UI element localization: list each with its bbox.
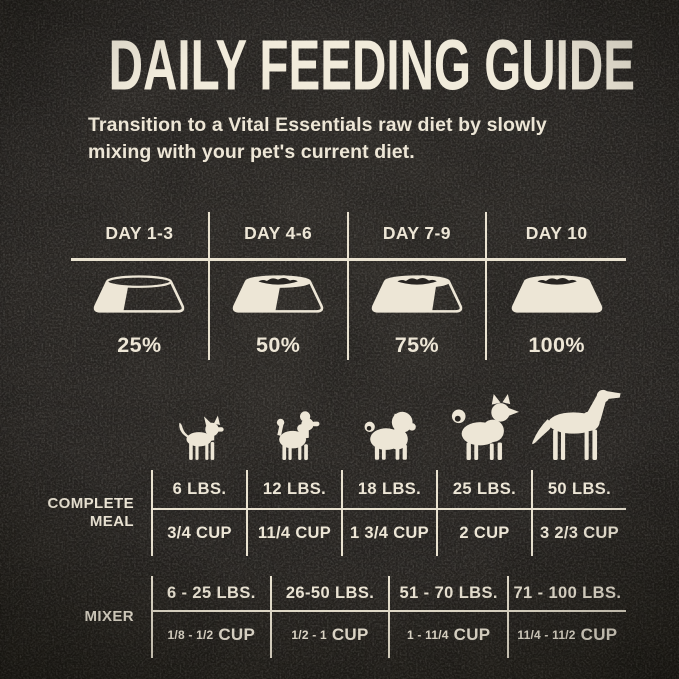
transition-column-day1-3: DAY 1-3 25% [71, 212, 210, 360]
mixer-grid: 6 - 25 LBS. 26-50 LBS. 51 - 70 LBS. 71 -… [151, 576, 626, 658]
cup-unit: CUP [580, 625, 618, 644]
cup-unit: CUP [473, 523, 510, 542]
cup-unit: CUP [331, 625, 369, 644]
cup-cell: 3/4 CUP [151, 510, 246, 556]
mixer-label-text: MIXER [84, 608, 134, 625]
cup-amount: 2 [459, 523, 469, 542]
portion-percent: 75% [394, 333, 439, 357]
mixer-label: MIXER [0, 576, 151, 658]
day-range-label: DAY 4-6 [244, 222, 313, 243]
dog-bowl-100-icon [505, 262, 609, 328]
weight-range-cell: 6 - 25 LBS. [151, 576, 270, 612]
portion-percent: 50% [256, 333, 301, 357]
weight-cell: 12 LBS. [246, 470, 341, 510]
page-title: DAILY FEEDING GUIDE [108, 25, 635, 105]
mixer-table: MIXER 6 - 25 LBS. 26-50 LBS. 51 - 70 LBS… [0, 576, 626, 658]
complete-meal-label-line1: COMPLETE [47, 495, 134, 512]
poodle-dog-icon [276, 411, 319, 460]
retriever-dog-icon [531, 389, 621, 460]
pug-dog-icon [364, 411, 416, 460]
transition-column-day4-6: DAY 4-6 50% [210, 212, 349, 360]
weight-cell: 50 LBS. [531, 470, 626, 510]
cup-cell: 2 CUP [436, 510, 531, 556]
cup-cell: 11/4 CUP [246, 510, 341, 556]
cup-range-amount: 1/2 - 1 [291, 628, 327, 642]
day-range-label: DAY 10 [525, 222, 588, 243]
transition-table: DAY 1-3 25% DAY 4-6 [71, 212, 626, 360]
cup-range-cell: 11/4 - 11/2 CUP [507, 612, 626, 658]
dog-bowl-75-icon [365, 262, 469, 328]
transition-column-day10: DAY 10 100% [487, 212, 626, 360]
chihuahua-dog-icon [178, 415, 224, 460]
cup-cell: 3 2/3 CUP [531, 510, 626, 556]
day-range-label: DAY 1-3 [105, 222, 174, 243]
cup-amount: 3 2/3 [540, 523, 579, 542]
shiba-dog-icon [451, 393, 519, 460]
weight-range-cell: 71 - 100 LBS. [507, 576, 626, 612]
complete-meal-grid: 6 LBS. 12 LBS. 18 LBS. 25 LBS. 50 LBS. 3… [151, 470, 626, 556]
horizontal-divider [71, 258, 626, 261]
dog-size-row [0, 380, 679, 460]
weight-range-cell: 51 - 70 LBS. [388, 576, 508, 612]
cup-range-amount: 1 - 11/4 [407, 628, 449, 642]
complete-meal-label-line2: MEAL [89, 513, 134, 530]
dog-bowl-50-icon [226, 262, 330, 328]
cup-range-amount: 11/4 - 11/2 [517, 628, 576, 642]
cup-amount: 1 3/4 [350, 523, 389, 542]
cup-unit: CUP [295, 523, 332, 542]
portion-percent: 25% [117, 333, 162, 357]
weight-cell: 6 LBS. [151, 470, 246, 510]
intro-text: Transition to a Vital Essentials raw die… [88, 114, 547, 163]
cup-range-amount: 1/8 - 1/2 [167, 628, 214, 642]
cup-range-cell: 1/2 - 1 CUP [269, 612, 389, 658]
cup-unit: CUP [453, 625, 491, 644]
dog-bowl-25-icon [87, 262, 191, 328]
cup-unit: CUP [583, 523, 619, 542]
portion-percent: 100% [528, 333, 585, 357]
cup-unit: CUP [218, 625, 256, 644]
cup-amount: 3/4 [167, 523, 192, 542]
cup-range-cell: 1/8 - 1/2 CUP [151, 612, 270, 658]
complete-meal-label: COMPLETE MEAL [0, 470, 151, 556]
weight-range-cell: 26-50 LBS. [269, 576, 389, 612]
weight-cell: 25 LBS. [436, 470, 531, 510]
cup-unit: CUP [196, 523, 232, 542]
cup-cell: 1 3/4 CUP [341, 510, 436, 556]
cup-amount: 11/4 [257, 523, 291, 542]
weight-cell: 18 LBS. [341, 470, 436, 510]
cup-range-cell: 1 - 11/4 CUP [388, 612, 507, 658]
cup-unit: CUP [393, 523, 429, 542]
complete-meal-table: COMPLETE MEAL 6 LBS. 12 LBS. 18 LBS. 25 … [0, 470, 626, 556]
day-range-label: DAY 7-9 [382, 222, 451, 243]
transition-column-day7-9: DAY 7-9 75% [349, 212, 488, 360]
